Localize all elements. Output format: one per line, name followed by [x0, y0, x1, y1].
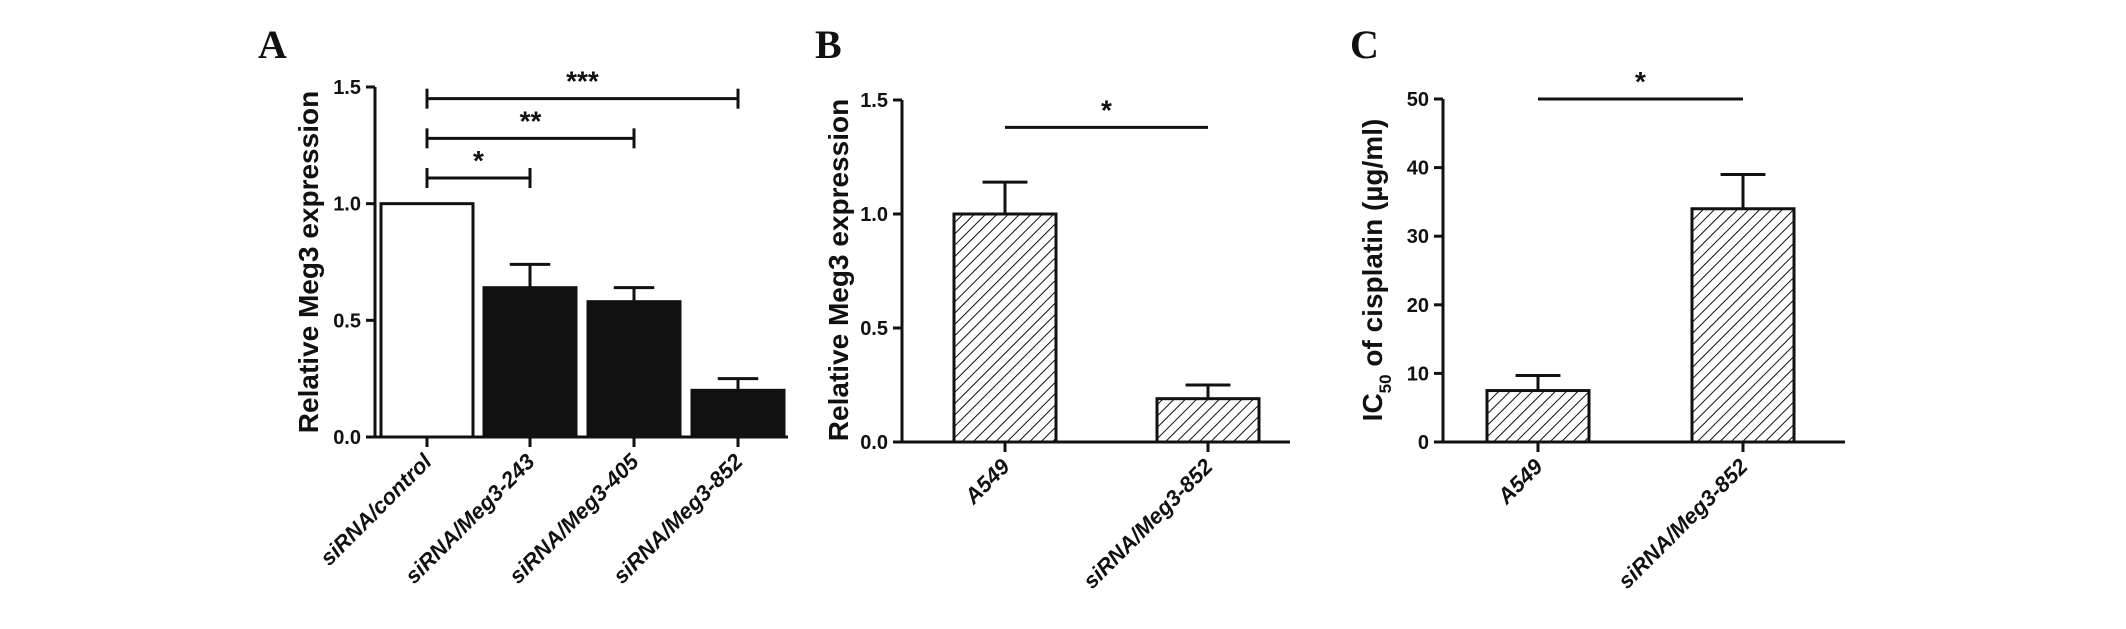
- y-axis-label: IC50 of cisplatin (µg/ml): [1357, 119, 1395, 422]
- y-tick-label: 50: [1407, 89, 1429, 111]
- significance-label: *: [473, 145, 484, 176]
- panel-c: C 0 10 20 30 40 50 IC50 of cisplatin (µg/ml) A54…: [1350, 22, 1845, 593]
- y-tick-label: 0.5: [860, 318, 888, 340]
- category-label: A549: [1492, 453, 1548, 509]
- y-axis-label: Relative Meg3 expression: [823, 99, 854, 441]
- significance-label: ***: [566, 66, 599, 97]
- y-axis-label: Relative Meg3 expression: [293, 91, 324, 433]
- panel-letter: A: [258, 22, 287, 67]
- panel-letter: B: [815, 22, 842, 67]
- significance-label: *: [1635, 66, 1646, 97]
- bar: [1690, 207, 1796, 444]
- category-label: A549: [959, 453, 1015, 509]
- bar: [379, 202, 475, 439]
- y-tick-label: 0: [1418, 432, 1429, 454]
- bar: [1155, 397, 1261, 444]
- panel-letter: C: [1350, 22, 1379, 67]
- y-tick-label: 1.0: [860, 204, 888, 226]
- y-tick-label: 0.5: [333, 310, 361, 332]
- bar: [482, 286, 578, 439]
- y-tick-label: 30: [1407, 226, 1429, 248]
- bar: [952, 212, 1058, 444]
- y-tick-label: 1.5: [333, 77, 361, 99]
- y-tick-label: 0.0: [860, 432, 888, 454]
- y-tick-label: 20: [1407, 295, 1429, 317]
- bar: [586, 300, 682, 439]
- bar: [690, 388, 786, 439]
- category-label: siRNA/Meg3-852: [1613, 453, 1753, 593]
- category-label: siRNA/Meg3-852: [1078, 453, 1218, 593]
- y-tick-label: 1.5: [860, 90, 888, 112]
- y-tick-label: 1.0: [333, 194, 361, 216]
- y-tick-label: 10: [1407, 363, 1429, 385]
- y-tick-label: 0.0: [333, 427, 361, 449]
- bar: [1485, 389, 1591, 444]
- significance-label: **: [520, 105, 542, 136]
- panel-b: B 0.0 0.5 1.0 1.5 Relative Meg3 expression A54…: [815, 22, 1290, 593]
- y-tick-label: 40: [1407, 158, 1429, 180]
- significance-label: *: [1101, 94, 1112, 125]
